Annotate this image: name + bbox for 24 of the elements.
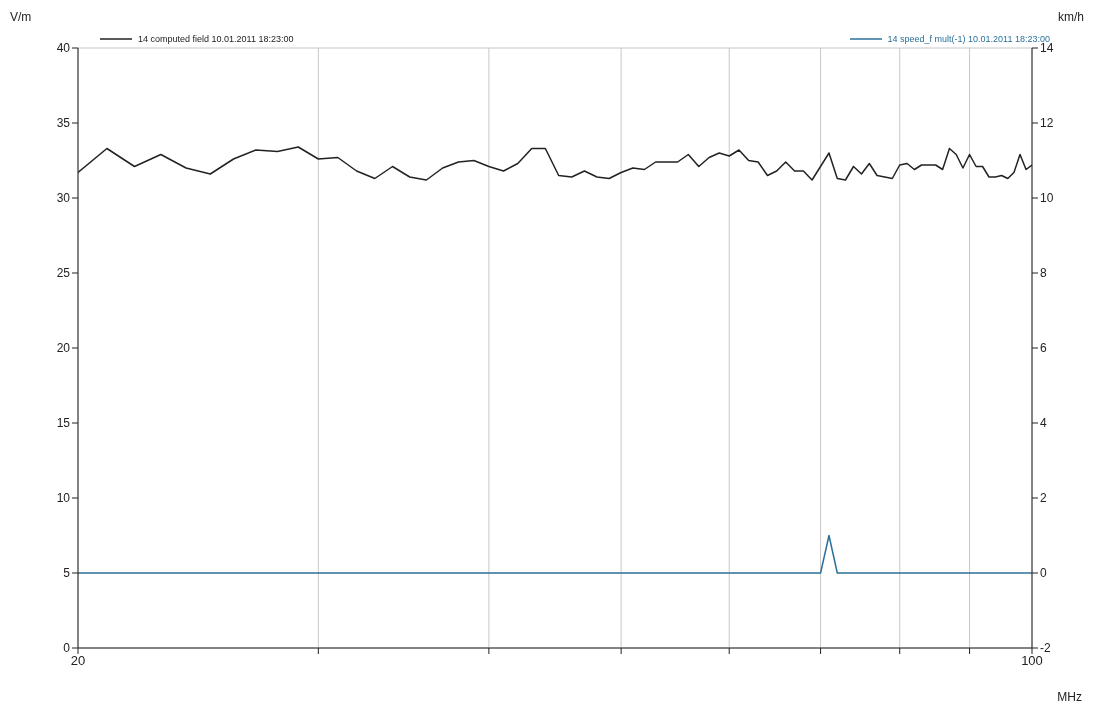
y2-tick-label: 0: [1040, 566, 1047, 581]
y-tick-label: 30: [56, 191, 71, 206]
x-tick-label: 100: [1021, 653, 1043, 669]
y-tick-label: 0: [63, 641, 71, 656]
y2-tick-label: 14: [1040, 41, 1054, 56]
y2-tick-label: 6: [1040, 341, 1047, 356]
y2-tick-label: 2: [1040, 491, 1047, 506]
y2-tick-label: 4: [1040, 416, 1047, 431]
legend-label: 14 speed_f mult(-1) 10.01.2011 18:23:00: [887, 34, 1050, 44]
y-tick-label: 20: [56, 341, 71, 356]
x-axis-title: MHz: [1057, 690, 1082, 704]
y2-tick-label: -2: [1040, 641, 1051, 656]
y-tick-label: 5: [63, 566, 71, 581]
y2-tick-label: 8: [1040, 266, 1047, 281]
y2-tick-label: 10: [1040, 191, 1054, 206]
y2-axis-title: km/h: [1057, 10, 1084, 24]
y2-tick-label: 12: [1040, 116, 1054, 131]
y-tick-label: 35: [56, 116, 71, 131]
y-tick-label: 40: [56, 41, 71, 56]
y-tick-label: 15: [56, 416, 71, 431]
y-tick-label: 10: [56, 491, 71, 506]
y-axis-title: V/m: [10, 10, 32, 24]
legend-label: 14 computed field 10.01.2011 18:23:00: [138, 34, 294, 44]
y-tick-label: 25: [56, 266, 71, 281]
